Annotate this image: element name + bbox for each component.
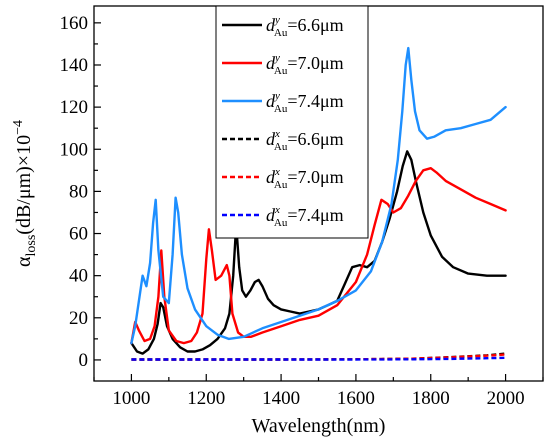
y-axis-title: αloss(dB/μm)×10−4 bbox=[11, 120, 39, 267]
legend-box bbox=[215, 5, 369, 239]
series-line-2 bbox=[130, 167, 507, 345]
x-axis: 1000 1200 1400 1600 1800 2000 bbox=[93, 374, 544, 409]
x-tick-label: 1600 bbox=[337, 388, 375, 409]
y-tick-label: 20 bbox=[69, 308, 88, 329]
y-tick-label: 40 bbox=[69, 266, 88, 287]
y-tick-label: 100 bbox=[60, 139, 89, 160]
y-tick-label: 0 bbox=[79, 350, 89, 371]
y-tick-label: 120 bbox=[60, 97, 89, 118]
x-tick-label: 1000 bbox=[112, 388, 150, 409]
y-tick-label: 80 bbox=[69, 181, 88, 202]
legend-label-3: dy Au=7.4μm bbox=[266, 90, 344, 115]
plot-lines bbox=[130, 46, 507, 361]
legend-label-2: dy Au=7.0μm bbox=[266, 52, 344, 77]
y-axis-exponent: −4 bbox=[11, 120, 26, 135]
series-line-3 bbox=[130, 46, 507, 345]
legend-label-1: dy Au=6.6μm bbox=[266, 14, 344, 39]
x-tick-label: 1200 bbox=[187, 388, 225, 409]
legend: dy Au=6.6μm dy Au=7.0μm dy Au=7.4μm dx Au=6.6μm… bbox=[215, 5, 369, 239]
y-tick-label: 160 bbox=[60, 13, 89, 34]
y-tick-label: 140 bbox=[60, 55, 89, 76]
y-tick-label: 60 bbox=[69, 224, 88, 245]
legend-label-5: dx Au=7.0μm bbox=[266, 166, 344, 191]
series-line-6 bbox=[131, 356, 506, 361]
y-axis-symbol: α bbox=[13, 256, 35, 267]
x-tick-label: 1400 bbox=[262, 388, 300, 409]
y-axis: 0 20 40 60 80 100 120 140 160 bbox=[60, 13, 101, 371]
x-tick-label: 2000 bbox=[487, 388, 525, 409]
series-line-1 bbox=[130, 150, 507, 355]
legend-label-6: dx Au=7.4μm bbox=[266, 204, 344, 229]
x-axis-title: Wavelength(nm) bbox=[252, 415, 386, 437]
legend-label-4: dx Au=6.6μm bbox=[266, 128, 344, 153]
x-tick-label: 1800 bbox=[412, 388, 450, 409]
y-axis-subscript: loss bbox=[24, 235, 39, 257]
y-axis-unit: (dB/μm)×10 bbox=[13, 135, 35, 235]
